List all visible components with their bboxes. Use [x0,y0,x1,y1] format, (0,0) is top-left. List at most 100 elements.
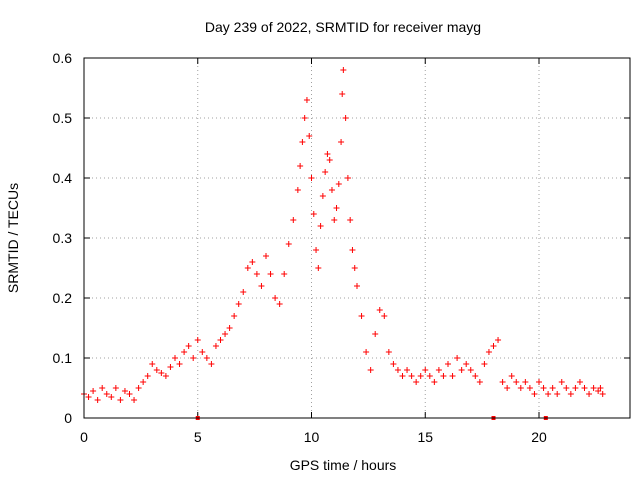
x-tick-label: 20 [531,429,547,445]
data-point [590,385,597,391]
data-point [226,325,233,331]
y-tick-label: 0.3 [53,230,73,246]
data-point [276,301,283,307]
data-point [94,397,101,403]
data-point [545,391,552,397]
data-point [185,343,192,349]
data-point [244,265,251,271]
data-point [567,391,574,397]
data-point [176,361,183,367]
data-point [162,373,169,379]
data-point [112,385,119,391]
y-tick-label: 0.5 [53,110,73,126]
data-point [372,331,379,337]
x-axis-label: GPS time / hours [290,457,397,473]
x-tick-label: 15 [417,429,433,445]
y-axis-label: SRMTID / TECUs [5,183,21,293]
x-tick-label: 0 [80,429,88,445]
data-point [422,367,429,373]
data-point [576,379,583,385]
data-point [294,187,301,193]
data-point [338,139,345,145]
data-point [536,379,542,385]
data-point [563,385,570,391]
data-point [240,289,247,295]
data-point [281,271,288,277]
data-point [554,391,561,397]
data-point [495,337,502,343]
data-point [301,115,308,121]
data-point [408,373,415,379]
data-point [597,385,604,391]
data-point [144,373,151,379]
data-point [381,313,388,319]
data-point [328,187,335,193]
data-point [99,385,106,391]
data-point [404,367,411,373]
grid [83,57,630,419]
y-tick-label: 0.1 [53,350,73,366]
data-point [522,379,529,385]
data-point [458,367,465,373]
x-tick-label: 5 [194,429,202,445]
data-point [454,355,461,361]
data-point [317,223,324,229]
data-point [472,373,479,379]
data-point [340,67,347,73]
data-point [485,349,492,355]
data-point [212,343,219,349]
data-point [324,151,331,157]
data-point [331,217,338,223]
chart-title: Day 239 of 2022, SRMTID for receiver may… [205,19,481,35]
data-point [322,169,329,175]
data-point [167,364,174,370]
data-point [181,349,188,355]
data-point [354,283,360,289]
plot-frame [83,57,631,419]
data-point [194,337,201,343]
data-point [490,343,497,349]
data-point [263,253,269,259]
data-point [158,370,165,376]
data-point [217,337,224,343]
data-point [103,391,110,397]
data-point [586,391,593,397]
data-point [90,388,97,394]
data-point [326,157,333,163]
data-point [435,367,442,373]
data-point [467,367,474,373]
data-point [431,379,438,385]
data-point [399,373,406,379]
data-point [222,331,229,337]
data-point [376,307,383,313]
data-point [363,349,370,355]
data-point [526,385,533,391]
data-point [208,361,215,367]
data-point [315,265,322,271]
data-point [190,355,197,361]
data-point [313,247,320,253]
data-point [131,397,138,403]
data-point [235,301,242,307]
tick-labels: 0 5 10 15 20 0 0.1 0.2 0.3 0.4 0.5 0.6 [53,50,547,445]
data-point [117,397,124,403]
data-point [135,385,142,391]
data-point [504,385,511,391]
data-point [390,361,397,367]
data-point [203,355,210,361]
data-point [231,313,238,319]
y-tick-label: 0.2 [53,290,73,306]
data-point [297,163,304,169]
data-point [85,394,92,400]
data-point [303,97,310,103]
data-point [367,367,374,373]
data-point [476,379,483,385]
data-point [308,175,315,181]
y-tick-label: 0.4 [53,170,73,186]
data-point [310,211,317,217]
data-point [347,217,354,223]
data-point [394,367,401,373]
data-point [358,313,365,319]
